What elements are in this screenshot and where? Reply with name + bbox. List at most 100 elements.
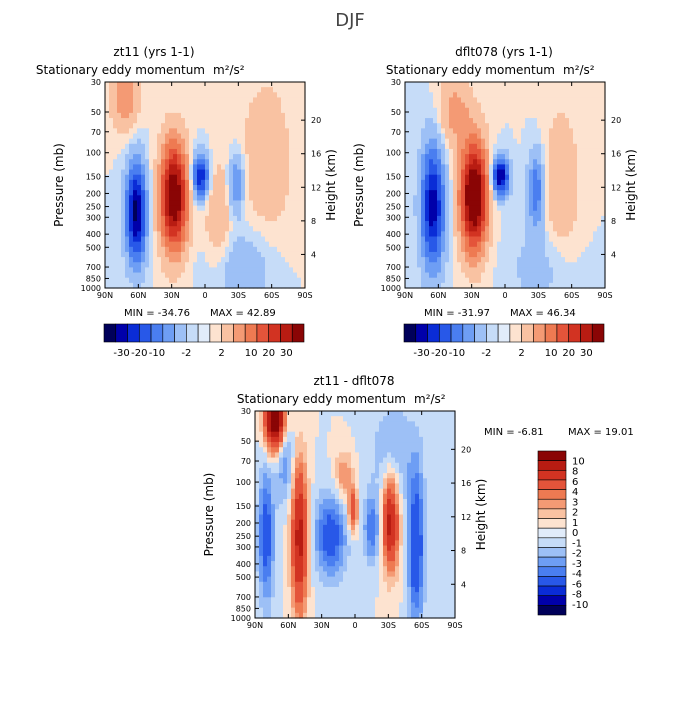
- contour-cell: [545, 242, 550, 248]
- contour-cell: [501, 139, 506, 145]
- contour-cell: [137, 242, 142, 248]
- contour-cell: [445, 247, 450, 253]
- contour-cell: [489, 123, 494, 129]
- contour-cell: [433, 159, 438, 165]
- contour-cell: [141, 190, 146, 196]
- contour-cell: [271, 427, 276, 433]
- contour-cell: [457, 118, 462, 124]
- contour-cell: [125, 211, 130, 217]
- contour-cell: [469, 262, 474, 268]
- contour-cell: [295, 483, 300, 489]
- contour-cell: [489, 190, 494, 196]
- contour-cell: [153, 185, 158, 191]
- contour-cell: [185, 180, 190, 186]
- contour-cell: [453, 242, 458, 248]
- contour-cell: [169, 103, 174, 109]
- contour-cell: [437, 237, 442, 243]
- contour-cell: [441, 123, 446, 129]
- contour-cell: [205, 103, 210, 109]
- contour-cell: [553, 164, 558, 170]
- contour-cell: [241, 278, 246, 284]
- contour-cell: [113, 237, 118, 243]
- contour-cell: [319, 416, 324, 422]
- contour-cell: [319, 561, 324, 567]
- contour-cell: [549, 257, 554, 263]
- contour-cell: [429, 139, 434, 145]
- contour-cell: [261, 211, 266, 217]
- contour-cell: [189, 211, 194, 217]
- contour-cell: [283, 499, 288, 505]
- contour-cell: [501, 180, 506, 186]
- contour-cell: [469, 97, 474, 103]
- contour-cell: [517, 195, 522, 201]
- contour-cell: [153, 164, 158, 170]
- panel-diff-subtitle: Stationary eddy momentum: [237, 392, 406, 406]
- contour-cell: [493, 226, 498, 232]
- contour-cell: [267, 561, 272, 567]
- panel-zt11-units: m²/s²: [213, 63, 245, 77]
- contour-cell: [529, 144, 534, 150]
- contour-cell: [291, 551, 296, 557]
- contour-cell: [173, 118, 178, 124]
- contour-cell: [489, 92, 494, 98]
- contour-cell: [297, 92, 302, 98]
- contour-cell: [113, 144, 118, 150]
- contour-cell: [425, 231, 430, 237]
- contour-cell: [217, 262, 222, 268]
- contour-cell: [469, 128, 474, 134]
- contour-cell: [121, 190, 126, 196]
- contour-cell: [405, 159, 410, 165]
- contour-cell: [221, 139, 226, 145]
- y-tick-label: 250: [86, 203, 101, 212]
- contour-cell: [213, 226, 218, 232]
- contour-cell: [201, 128, 206, 134]
- contour-cell: [493, 97, 498, 103]
- contour-cell: [461, 195, 466, 201]
- contour-cell: [173, 139, 178, 145]
- contour-cell: [189, 113, 194, 119]
- contour-cell: [469, 87, 474, 93]
- contour-cell: [209, 211, 214, 217]
- contour-cell: [549, 170, 554, 176]
- contour-cell: [261, 252, 266, 258]
- contour-cell: [513, 190, 518, 196]
- contour-cell: [311, 546, 316, 552]
- contour-cell: [265, 144, 270, 150]
- contour-cell: [181, 231, 186, 237]
- contour-cell: [161, 149, 166, 155]
- contour-cell: [225, 231, 230, 237]
- x-tick-label: 90S: [297, 291, 312, 300]
- contour-cell: [457, 211, 462, 217]
- contour-cell: [573, 87, 578, 93]
- contour-cell: [271, 458, 276, 464]
- contour-cell: [109, 164, 114, 170]
- contour-cell: [253, 200, 258, 206]
- contour-cell: [137, 231, 142, 237]
- contour-cell: [421, 185, 426, 191]
- contour-cell: [229, 231, 234, 237]
- contour-cell: [145, 257, 150, 263]
- contour-cell: [117, 108, 122, 114]
- contour-cell: [297, 237, 302, 243]
- contour-cell: [169, 252, 174, 258]
- contour-cell: [593, 103, 598, 109]
- contour-cell: [149, 159, 154, 165]
- contour-cell: [469, 211, 474, 217]
- contour-cell: [457, 123, 462, 129]
- panel-dflt078-subtitle: Stationary eddy momentum: [386, 63, 555, 77]
- contour-cell: [197, 252, 202, 258]
- contour-cell: [429, 108, 434, 114]
- contour-cell: [109, 82, 114, 88]
- contour-cell: [513, 278, 518, 284]
- contour-cell: [405, 211, 410, 217]
- contour-cell: [165, 108, 170, 114]
- contour-cell: [185, 278, 190, 284]
- contour-cell: [553, 170, 558, 176]
- contour-cell: [263, 421, 268, 427]
- contour-cell: [125, 113, 130, 119]
- contour-cell: [573, 247, 578, 253]
- contour-cell: [449, 164, 454, 170]
- contour-cell: [533, 278, 538, 284]
- contour-cell: [593, 87, 598, 93]
- contour-cell: [421, 118, 426, 124]
